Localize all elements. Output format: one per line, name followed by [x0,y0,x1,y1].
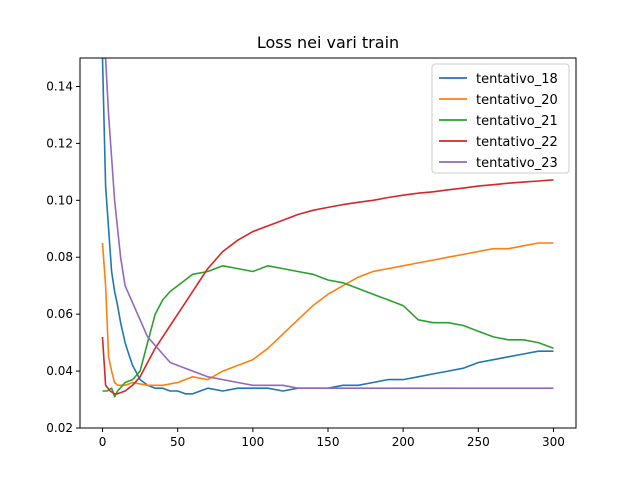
x-tick-label: 100 [241,435,264,449]
series-line-tentativo_20 [101,242,554,387]
legend-label: tentativo_20 [476,93,558,108]
x-tick-label: 200 [392,435,415,449]
legend-label: tentativo_22 [476,135,558,150]
chart-title: Loss nei vari train [257,33,399,52]
x-tick-label: 0 [99,435,107,449]
y-tick-label: 0.02 [46,421,73,435]
x-tick-label: 250 [467,435,490,449]
legend-label: tentativo_18 [476,72,558,87]
series-line-tentativo_21 [102,264,554,398]
legend-label: tentativo_23 [476,156,558,171]
x-tick-label: 300 [542,435,565,449]
x-tick-label: 150 [317,435,340,449]
legend: tentativo_18 tentativo_20 tentativo_21tent… [431,63,570,174]
y-tick-label: 0.10 [46,193,73,207]
legend-label: tentativo_21 [476,114,558,129]
y-tick-label: 0.12 [46,136,73,150]
legend-box [431,63,570,174]
series-line-tentativo_23 [102,58,554,390]
y-tick-label: 0.14 [46,79,73,93]
x-axis: 0 50 100 150 200 250 300 [99,428,565,449]
series-line-tentativo_18 [101,58,554,395]
y-tick-label: 0.08 [46,250,73,264]
y-tick-label: 0.06 [46,307,73,321]
x-tick-label: 50 [170,435,185,449]
y-tick-label: 0.04 [46,364,73,378]
series-layer [101,58,554,398]
series-line-tentativo_22 [101,179,554,395]
y-axis: 0.02 0.04 0.06 0.08 0.10 0.12 0.14 [46,79,80,435]
